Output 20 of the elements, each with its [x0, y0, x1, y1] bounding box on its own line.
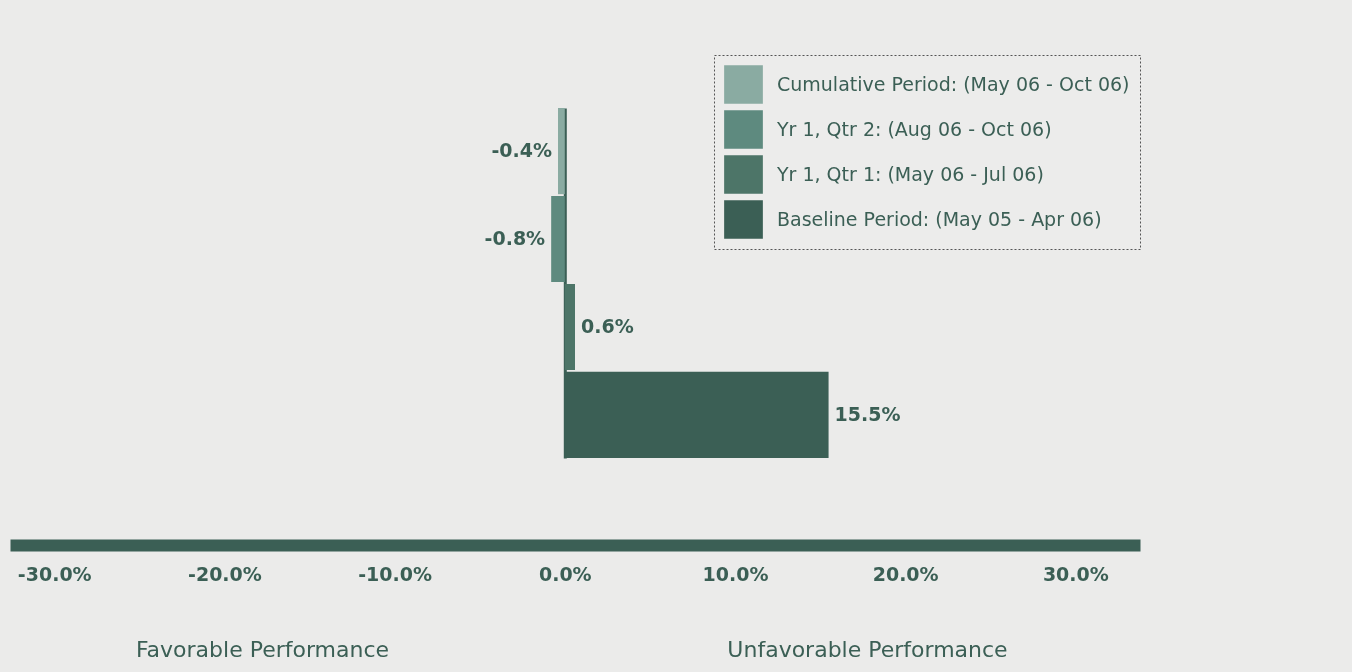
- legend-label: Yr 1, Qtr 1: (May 06 - Jul 06): [776, 162, 1044, 185]
- text: Favorable Performance: [135, 637, 390, 662]
- x-tick-label: 20.0%: [872, 562, 939, 585]
- bar: [564, 283, 575, 371]
- x-tick-label: -10.0%: [358, 562, 433, 585]
- bar: [551, 195, 565, 283]
- legend-label: Baseline Period: (May 05 - Apr 06): [777, 207, 1102, 230]
- legend-label: Cumulative Period: (May 06 - Oct 06): [777, 72, 1130, 95]
- x-tick-label: -20.0%: [188, 562, 262, 585]
- x-tick-label: -30.0%: [17, 562, 92, 585]
- legend-label: Yr 1, Qtr 2: (Aug 06 - Oct 06): [776, 117, 1052, 140]
- bar: [557, 108, 565, 195]
- x-tick-label: 10.0%: [702, 562, 769, 585]
- data-label: 0.6%: [581, 314, 634, 337]
- data-label: 15.5%: [834, 402, 901, 425]
- data-label: -0.8%: [484, 227, 546, 250]
- text: Unfavorable Performance: [727, 637, 1008, 662]
- x-tick-label: 30.0%: [1042, 562, 1109, 585]
- x-tick-label: 0.0%: [538, 562, 592, 585]
- data-label: -0.4%: [491, 139, 552, 162]
